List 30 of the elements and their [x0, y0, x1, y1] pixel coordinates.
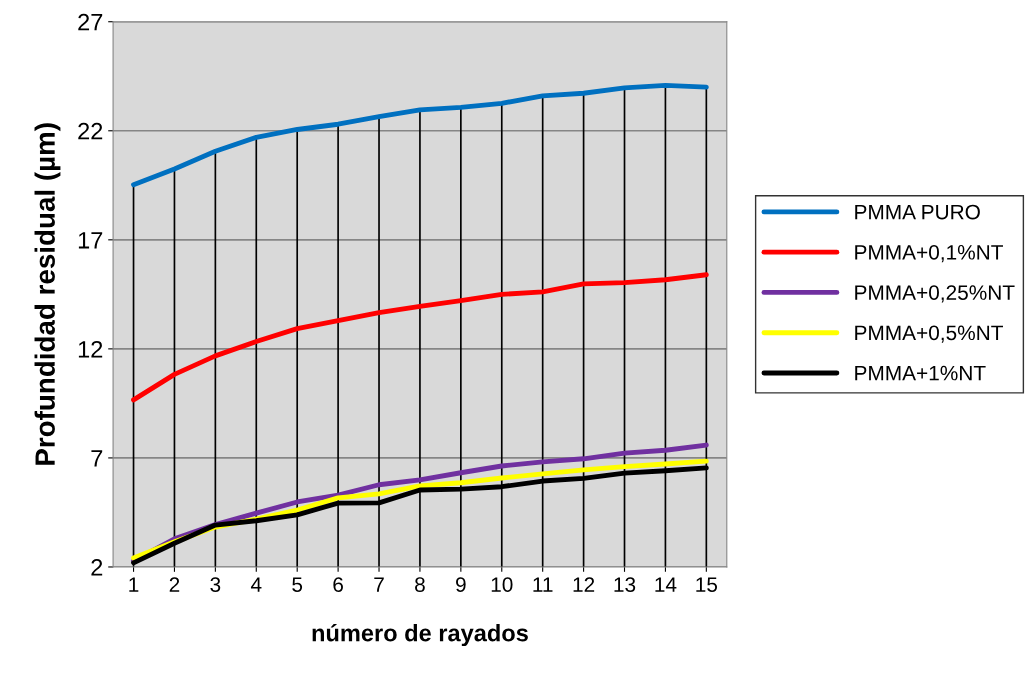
legend-label: PMMA+1%NT — [855, 365, 986, 381]
legend-label: PMMA+0,25%NT — [855, 285, 1015, 303]
line-series — [131, 272, 709, 403]
x-tick-label: 13 — [614, 577, 636, 592]
x-tick-label: 7 — [374, 577, 384, 592]
x-tick-label: 8 — [415, 577, 425, 592]
legend-label: PMMA+0,5%NT — [855, 325, 1003, 343]
x-tick-label: 3 — [210, 577, 221, 592]
x-tick-label: 1 — [129, 577, 139, 592]
y-tick-label: 22 — [78, 122, 103, 140]
y-tick-label: 12 — [78, 340, 103, 358]
x-tick-label: 15 — [696, 577, 718, 592]
x-tick-label: 12 — [573, 577, 595, 592]
line-series — [131, 82, 709, 188]
y-tick-label: 2 — [91, 559, 103, 576]
y-tick-label: 7 — [91, 450, 103, 467]
y-axis-title: Profundidad residual (µm) — [34, 123, 61, 465]
legend-label: PMMA+0,1%NT — [855, 244, 1003, 263]
x-tick-label: 6 — [333, 577, 343, 592]
x-axis-title: número de rayados — [312, 623, 528, 647]
x-tick-label: 4 — [250, 577, 262, 592]
x-tick-label: 2 — [169, 577, 180, 592]
x-tick-label: 9 — [456, 577, 466, 592]
x-tick-label: 14 — [655, 577, 677, 592]
x-tick-label: 10 — [491, 577, 513, 592]
y-tick-label: 17 — [78, 232, 103, 249]
y-tick-label: 27 — [78, 13, 103, 31]
x-tick-label: 5 — [292, 577, 303, 592]
x-tick-label: 11 — [533, 577, 553, 592]
legend-label: PMMA PURO — [855, 204, 980, 220]
